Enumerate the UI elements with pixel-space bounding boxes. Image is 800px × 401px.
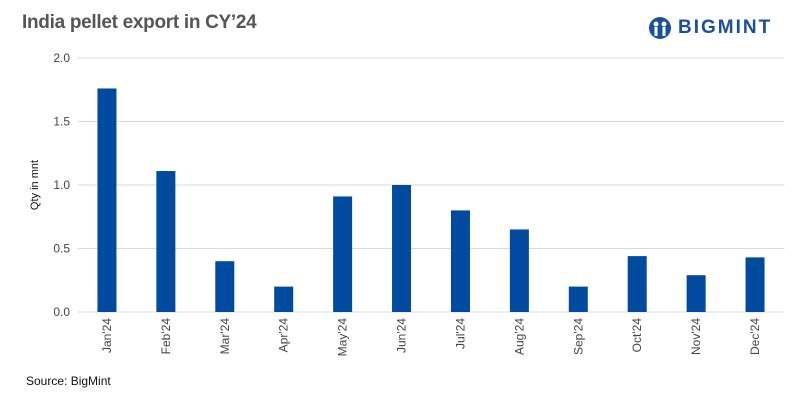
bar bbox=[686, 275, 706, 312]
logo-icon bbox=[649, 17, 671, 39]
x-tick-label: Feb'24 bbox=[159, 318, 173, 355]
y-tick-label: 0.0 bbox=[53, 305, 70, 319]
bigmint-logo: BIGMINT bbox=[648, 16, 772, 40]
y-axis-title: Qty in mnt bbox=[29, 160, 41, 210]
x-tick-label: Aug'24 bbox=[512, 318, 526, 355]
x-tick-label: Dec'24 bbox=[748, 318, 762, 355]
x-tick-label: Apr'24 bbox=[277, 318, 291, 353]
bar bbox=[627, 256, 647, 312]
bar bbox=[156, 171, 176, 312]
x-tick-label: Sep'24 bbox=[571, 318, 585, 355]
y-tick-label: 1.0 bbox=[53, 178, 70, 192]
y-tick-label: 1.5 bbox=[53, 115, 70, 129]
x-tick-label: Jun'24 bbox=[395, 318, 409, 353]
y-tick-label: 2.0 bbox=[53, 51, 70, 65]
x-tick-label: Oct'24 bbox=[630, 318, 644, 353]
x-tick-label: Jan'24 bbox=[100, 318, 114, 353]
bar bbox=[97, 88, 117, 312]
bar bbox=[274, 286, 294, 312]
source-note: Source: BigMint bbox=[26, 374, 111, 388]
y-tick-label: 0.5 bbox=[53, 242, 70, 256]
x-tick-label: May'24 bbox=[336, 318, 350, 357]
x-tick-label: Nov'24 bbox=[689, 318, 703, 355]
x-tick-label: Jul'24 bbox=[453, 318, 467, 349]
bar bbox=[509, 229, 529, 312]
x-tick-label: Mar'24 bbox=[218, 318, 232, 355]
chart-title: India pellet export in CY’24 bbox=[22, 12, 257, 33]
logo-text: BIGMINT bbox=[678, 17, 773, 38]
bar bbox=[215, 261, 235, 312]
bar bbox=[392, 185, 412, 312]
bar bbox=[450, 210, 470, 312]
bar bbox=[568, 286, 588, 312]
bar bbox=[333, 196, 353, 312]
bar bbox=[745, 257, 765, 312]
